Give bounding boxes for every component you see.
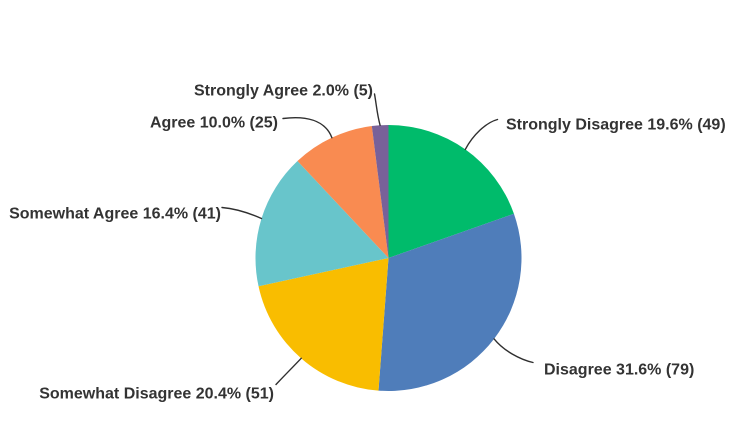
svg-text:Somewhat Disagree 20.4% (51): Somewhat Disagree 20.4% (51) (39, 386, 274, 403)
svg-text:Somewhat Agree 16.4% (41): Somewhat Agree 16.4% (41) (9, 206, 221, 223)
svg-text:Strongly Agree 2.0% (5): Strongly Agree 2.0% (5) (194, 83, 373, 100)
svg-text:Agree 10.0% (25): Agree 10.0% (25) (150, 115, 278, 132)
svg-text:Strongly Disagree 19.6% (49): Strongly Disagree 19.6% (49) (506, 117, 726, 134)
svg-text:Disagree 31.6% (79): Disagree 31.6% (79) (544, 362, 694, 379)
